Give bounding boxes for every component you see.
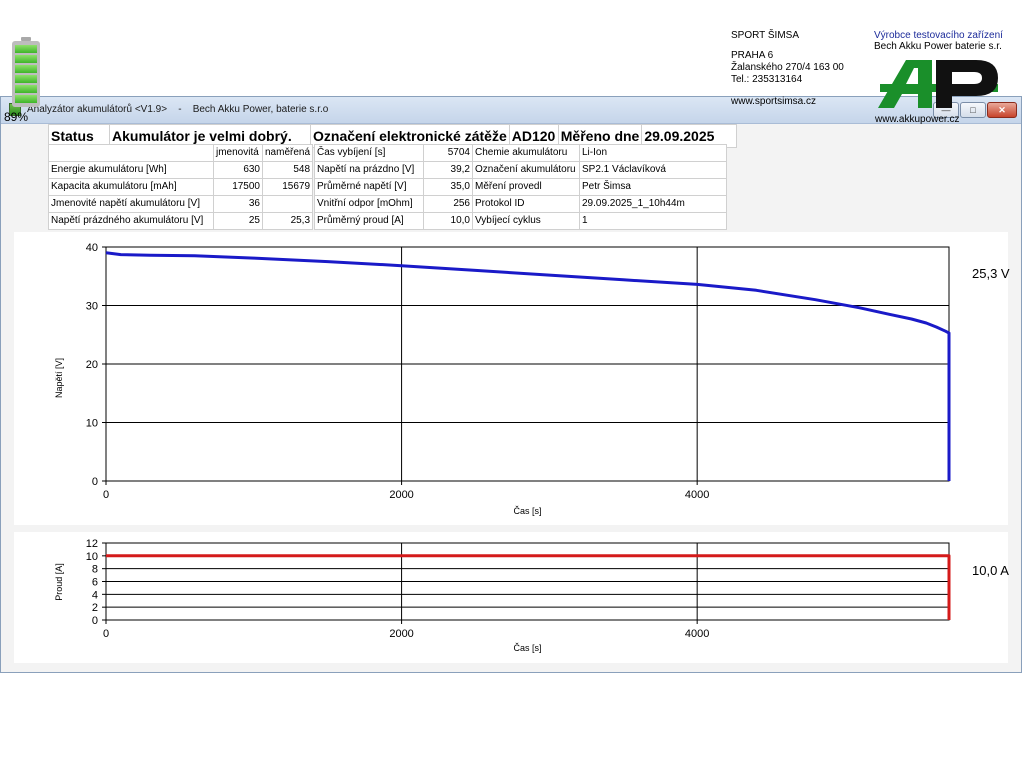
y-tick-label: 20 xyxy=(86,359,98,371)
measurements-table: Čas vybíjení [s] 5704 Chemie akumulátoru… xyxy=(314,144,727,230)
measurement-label: Napětí na prázdno [V] xyxy=(314,161,424,179)
measurement-label: Vnitřní odpor [mOhm] xyxy=(314,195,424,213)
param-measured: 15679 xyxy=(261,178,314,196)
battery-level-bar xyxy=(15,65,37,73)
current-readout: 10,0 A xyxy=(972,563,1009,578)
y-tick-label: 2 xyxy=(92,602,98,614)
battery-level-bar xyxy=(15,55,37,63)
series-line xyxy=(106,554,951,620)
param-measured xyxy=(261,195,314,213)
customer-web: www.sportsimsa.cz xyxy=(731,96,817,107)
param-measured: 548 xyxy=(261,161,314,179)
y-tick-label: 4 xyxy=(92,589,98,601)
measurement-value: 10,0 xyxy=(423,212,473,230)
col-header-measured: naměřená xyxy=(261,144,314,162)
table-row: Energie akumulátoru [Wh] 630 548 xyxy=(48,161,314,179)
akkupower-logo xyxy=(878,60,998,108)
y-tick-label: 40 xyxy=(86,242,98,254)
info-value: 1 xyxy=(579,212,727,230)
x-tick-label: 4000 xyxy=(685,489,709,501)
battery-level-bar xyxy=(15,75,37,83)
battery-level-bar xyxy=(15,95,37,103)
param-label: Energie akumulátoru [Wh] xyxy=(48,161,214,179)
y-axis-label: Napětí [V] xyxy=(54,358,64,398)
info-value: SP2.1 Václavíková xyxy=(579,161,727,179)
maximize-button[interactable]: □ xyxy=(960,102,986,118)
table-row: Průměrné napětí [V] 35,0 Měření provedl … xyxy=(314,178,727,196)
info-value: Petr Šimsa xyxy=(579,178,727,196)
close-button[interactable]: ✕ xyxy=(987,102,1017,118)
param-label: Jmenovité napětí akumulátoru [V] xyxy=(48,195,214,213)
param-nominal: 36 xyxy=(213,195,263,213)
measurement-label: Čas vybíjení [s] xyxy=(314,144,424,162)
y-tick-label: 12 xyxy=(86,538,98,550)
x-tick-label: 2000 xyxy=(389,489,413,501)
measurement-label: Průměrné napětí [V] xyxy=(314,178,424,196)
y-tick-label: 6 xyxy=(92,577,98,589)
measurement-label: Průměrný proud [A] xyxy=(314,212,424,230)
customer-block: SPORT ŠIMSA PRAHA 6 Žalanského 270/4 163… xyxy=(731,30,871,108)
table-row: Napětí prázdného akumulátoru [V] 25 25,3 xyxy=(48,212,314,230)
x-tick-label: 0 xyxy=(103,489,109,501)
battery-icon xyxy=(12,37,40,107)
param-nominal: 630 xyxy=(213,161,263,179)
x-axis-label: Čas [s] xyxy=(513,643,541,653)
table-row: Jmenovité napětí akumulátoru [V] 36 xyxy=(48,195,314,213)
info-value: 29.09.2025_1_10h44m xyxy=(579,195,727,213)
y-tick-label: 8 xyxy=(92,564,98,576)
battery-level-bar xyxy=(15,85,37,93)
customer-phone: Tel.: 235313164 xyxy=(731,74,803,85)
y-tick-label: 30 xyxy=(86,301,98,313)
customer-street: Žalanského 270/4 163 00 xyxy=(731,62,844,73)
title-bar[interactable]: Analyzátor akumulátorů <V1.9> - Bech Akk… xyxy=(1,97,1021,124)
x-tick-label: 0 xyxy=(103,628,109,640)
y-tick-label: 0 xyxy=(92,476,98,488)
info-label: Označení akumulátoru xyxy=(472,161,580,179)
x-axis-label: Čas [s] xyxy=(513,506,541,516)
info-value: Li-Ion xyxy=(579,144,727,162)
voltage-chart: 0 10 20 30 40 0 2000 4000 Čas [s] Napětí [V] xyxy=(54,242,951,516)
x-tick-label: 2000 xyxy=(389,628,413,640)
params-table: jmenovitá naměřená Energie akumulátoru [… xyxy=(48,144,314,230)
manufacturer-web: www.akkupower.cz xyxy=(875,114,960,125)
voltage-chart-panel: 0 10 20 30 40 0 2000 4000 Čas [s] Napětí [V] xyxy=(14,232,1008,525)
param-measured: 25,3 xyxy=(261,212,314,230)
battery-percent: 89% xyxy=(4,110,29,124)
manufacturer-block: Výrobce testovacího zařízení Bech Akku P… xyxy=(874,30,1020,52)
measurement-value: 35,0 xyxy=(423,178,473,196)
manufacturer-label: Výrobce testovacího zařízení xyxy=(874,30,1003,41)
y-tick-label: 0 xyxy=(92,615,98,627)
customer-name: SPORT ŠIMSA xyxy=(731,30,799,41)
y-tick-label: 10 xyxy=(86,551,98,563)
manufacturer-name: Bech Akku Power baterie s.r. xyxy=(874,41,1002,52)
x-tick-label: 4000 xyxy=(685,628,709,640)
info-label: Chemie akumulátoru xyxy=(472,144,580,162)
table-row: Průměrný proud [A] 10,0 Vybíjecí cyklus … xyxy=(314,212,727,230)
table-row: Vnitřní odpor [mOhm] 256 Protokol ID 29.… xyxy=(314,195,727,213)
measurement-value: 256 xyxy=(423,195,473,213)
measurement-value: 5704 xyxy=(423,144,473,162)
table-row: Napětí na prázdno [V] 39,2 Označení akum… xyxy=(314,161,727,179)
voltage-readout: 25,3 V xyxy=(972,266,1010,281)
series-line xyxy=(105,251,951,481)
customer-city: PRAHA 6 xyxy=(731,50,774,61)
col-header-nominal: jmenovitá xyxy=(213,144,263,162)
param-label: Napětí prázdného akumulátoru [V] xyxy=(48,212,214,230)
param-nominal: 17500 xyxy=(213,178,263,196)
y-axis-label: Proud [A] xyxy=(54,563,64,601)
y-tick-label: 10 xyxy=(86,418,98,430)
param-label: Kapacita akumulátoru [mAh] xyxy=(48,178,214,196)
measurement-value: 39,2 xyxy=(423,161,473,179)
current-chart-panel: 0 2 4 6 8 10 12 0 2000 4000 Čas [s] Proud [A] xyxy=(14,532,1008,663)
info-label: Vybíjecí cyklus xyxy=(472,212,580,230)
info-label: Měření provedl xyxy=(472,178,580,196)
table-row: Čas vybíjení [s] 5704 Chemie akumulátoru… xyxy=(314,144,727,162)
table-row: Kapacita akumulátoru [mAh] 17500 15679 xyxy=(48,178,314,196)
window-title: Analyzátor akumulátorů <V1.9> - Bech Akk… xyxy=(27,104,329,115)
battery-level-bar xyxy=(15,45,37,53)
param-nominal: 25 xyxy=(213,212,263,230)
info-label: Protokol ID xyxy=(472,195,580,213)
